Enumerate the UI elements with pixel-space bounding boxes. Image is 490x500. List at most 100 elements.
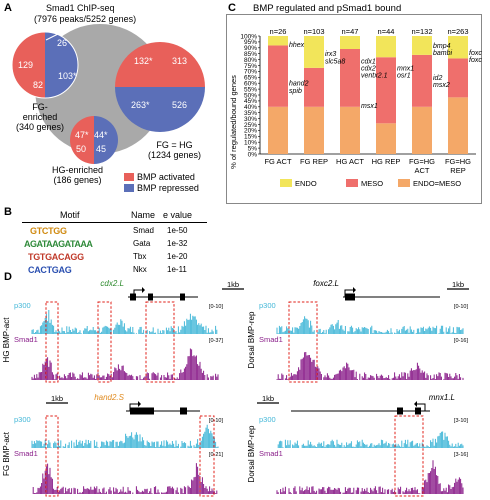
bar-segment-meso: [412, 54, 432, 107]
gene-annotation: slc5a8: [325, 58, 345, 65]
scale-bar-label: 1kb: [262, 394, 274, 403]
y-tick-label: 70%: [244, 69, 257, 76]
gene-exon: [397, 407, 403, 415]
y-tick-label: 0%: [248, 151, 258, 158]
venn-fghg-act-overlap: 132*: [134, 56, 153, 66]
motif-header-motif: Motif: [60, 210, 80, 220]
legend-label-activated: BMP activated: [137, 172, 195, 182]
n-label: n=47: [342, 27, 359, 36]
tss-arrow-icon: [417, 403, 426, 411]
highlight-region-box: [145, 301, 175, 383]
y-tick-label: 5%: [248, 145, 258, 152]
gene-name: hand2.S: [94, 393, 124, 402]
y-tick-label: 65%: [244, 75, 257, 82]
n-label: n=44: [378, 27, 395, 36]
p300-track-label: p300: [14, 301, 31, 310]
track-side-label: Dorsal BMP-rep: [247, 311, 256, 368]
x-tick-label: HG REP: [372, 157, 401, 166]
legend-swatch-repressed: [124, 184, 134, 192]
legend-label-repressed: BMP repressed: [137, 183, 199, 193]
highlight-region-box: [199, 415, 215, 497]
tss-arrow-icon: [344, 289, 353, 297]
panel-b-letter: B: [4, 206, 12, 218]
venn-hg-act: 50: [76, 144, 86, 154]
gene-exon: [130, 407, 154, 415]
bar-segment-meso: [340, 48, 360, 107]
scale-bar-label: 1kb: [227, 280, 239, 289]
chart-legend-swatch: [346, 179, 358, 187]
gene-annotation: foxc2: [469, 57, 482, 64]
tss-arrowhead-icon: [353, 287, 356, 293]
n-label: n=26: [270, 27, 287, 36]
legend-swatch-activated: [124, 173, 134, 181]
motif-name-gata: Gata: [133, 239, 151, 248]
smad1-range-label: [0-21]: [209, 452, 224, 458]
bar-segment-endo: [304, 36, 324, 68]
motif-header-rule: [22, 222, 207, 223]
tss-arrowhead-icon: [142, 287, 145, 293]
p300-range-label: [0-10]: [209, 418, 224, 424]
track-side-label: FG BMP-act: [2, 431, 11, 476]
gene-name: cdx2.L: [100, 279, 124, 288]
highlight-region-box: [45, 415, 59, 497]
venn-hg-act-overlap: 44*: [94, 130, 108, 140]
gene-annotation: spib: [289, 88, 302, 95]
venn-fg-genes: (340 genes): [16, 122, 65, 132]
y-tick-label: 20%: [244, 128, 257, 135]
p300-signal: [277, 431, 464, 448]
venn-fg-label-line1: FG-: [32, 102, 48, 112]
y-tick-label: 45%: [244, 98, 257, 105]
legend-item-activated: BMP activated: [124, 172, 199, 182]
gene-name: foxc2.L: [313, 279, 339, 288]
y-tick-label: 40%: [244, 104, 257, 111]
p300-signal: [31, 424, 219, 448]
legend-item-repressed: BMP repressed: [124, 183, 199, 193]
y-tick-label: 95%: [244, 39, 257, 46]
venn-fg-rep: 82: [33, 80, 43, 90]
gene-exon: [180, 293, 185, 301]
motif-name-nkx: Nkx: [133, 265, 147, 274]
venn-fg-overlap: 103*: [58, 71, 77, 81]
gene-annotation: id2: [433, 75, 442, 82]
bar-segment-endo-meso: [448, 97, 468, 154]
x-tick-label: FG=HG: [409, 157, 435, 166]
gene-exon: [130, 293, 136, 301]
smad1-range-label: [3-16]: [454, 452, 469, 458]
panel-c-frame: [226, 14, 482, 204]
track-side-label: HG BMP-act: [2, 317, 11, 363]
gene-annotation: msx2: [433, 82, 450, 89]
gene-annotation: msx1: [361, 103, 378, 110]
n-label: n=263: [447, 27, 468, 36]
y-tick-label: 25%: [244, 122, 257, 129]
smad1-signal: [276, 460, 464, 494]
gene-exon: [345, 293, 355, 301]
bar-segment-endo-meso: [268, 106, 288, 154]
track-3: Dorsal BMP-rep mnx1.L 1kb p300 [3-10] Smad1 [3…: [247, 393, 469, 497]
x-tick-label: HG ACT: [336, 157, 364, 166]
motif-name-smad: Smad: [133, 226, 154, 235]
gene-exon: [148, 293, 153, 301]
y-tick-label: 50%: [244, 92, 257, 99]
bar-segment-meso: [268, 45, 288, 107]
venn-hg-rep: 45: [96, 144, 106, 154]
smad1-track-label: Smad1: [14, 335, 38, 344]
smad1-range-label: [0-37]: [209, 338, 224, 344]
motif-row-smad: GTCTGG Smad 1e-50: [22, 226, 212, 238]
bar-segment-endo: [268, 36, 288, 46]
tss-arrowhead-icon: [138, 401, 141, 407]
y-tick-label: 10%: [244, 140, 257, 147]
chart-legend-label: ENDO=MESO: [413, 179, 461, 188]
x-tick-label: REP: [450, 166, 465, 175]
motif-logo-smad: GTCTGG: [30, 226, 67, 236]
stacked-bar-chart: % of regulated/bound genes 0%5%10%15%20%…: [229, 27, 482, 188]
smad1-track-label: Smad1: [259, 449, 283, 458]
motif-evalue-tbx: 1e-20: [167, 252, 188, 261]
p300-range-label: [0-10]: [209, 304, 224, 310]
bar-segment-meso: [304, 67, 324, 107]
p300-range-label: [0-10]: [454, 304, 469, 310]
x-tick-label: FG REP: [300, 157, 328, 166]
venn-hg-label-line1: HG-enriched: [52, 165, 104, 175]
y-tick-label: 90%: [244, 45, 257, 52]
highlight-region-box: [45, 301, 59, 383]
tss-arrow-icon: [129, 403, 138, 411]
